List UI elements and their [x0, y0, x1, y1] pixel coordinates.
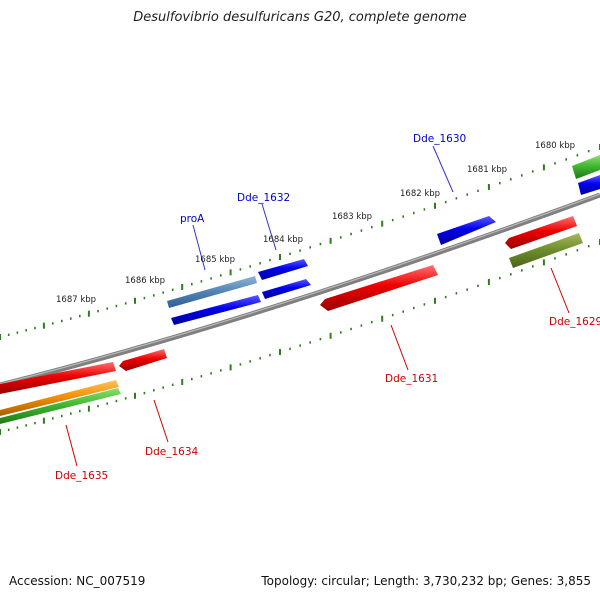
gene-feature-green-top-right[interactable]: [572, 155, 600, 179]
gene-label-dde-1635[interactable]: Dde_1635: [55, 470, 108, 482]
leader-line-dde-1631: [390, 324, 409, 371]
inner-scale-ticks: [0, 239, 600, 435]
gene-feature-dde-1629[interactable]: [509, 233, 583, 268]
gene-feature-dde-1630[interactable]: [437, 216, 496, 245]
gene-feature-green-left[interactable]: [0, 388, 121, 424]
outer-scale-ticks: [0, 144, 600, 340]
scale-label: 1685 kbp: [195, 255, 235, 265]
leader-line-proA: [192, 224, 206, 271]
scale-label: 1684 kbp: [263, 235, 303, 245]
scale-label: 1680 kbp: [535, 141, 575, 151]
scale-label: 1687 kbp: [56, 295, 96, 305]
leader-line-dde-1629: [550, 267, 570, 314]
gene-label-dde-1632[interactable]: Dde_1632: [237, 192, 290, 204]
genome-backbone-highlight: [0, 193, 600, 385]
leader-line-dde-1635: [65, 424, 78, 467]
scale-label: 1681 kbp: [467, 165, 507, 175]
gene-feature-blue-inner[interactable]: [171, 295, 261, 325]
map-title: Desulfovibrio desulfuricans G20, complet…: [133, 10, 467, 25]
gene-feature-blue-top-right[interactable]: [578, 175, 600, 195]
genome-backbone: [0, 192, 600, 388]
gene-label-dde-1631[interactable]: Dde_1631: [385, 373, 438, 385]
gene-feature-dde-1631[interactable]: [320, 265, 438, 311]
gene-label-dde-1634[interactable]: Dde_1634: [145, 446, 199, 458]
gene-label-proA[interactable]: proA: [180, 213, 205, 225]
genome-summary-text: Topology: circular; Length: 3,730,232 bp…: [261, 574, 591, 588]
scale-label: 1686 kbp: [125, 276, 165, 286]
leader-line-dde-1630: [432, 145, 454, 193]
leader-line-dde-1632: [261, 203, 277, 251]
leader-line-dde-1634: [153, 399, 169, 443]
gene-feature-proA[interactable]: [167, 276, 257, 308]
gene-feature-dde-1635[interactable]: [0, 362, 116, 394]
gene-feature-dde-1632[interactable]: [258, 259, 308, 280]
gene-feature-red-right[interactable]: [505, 216, 577, 249]
gene-feature-blue-small[interactable]: [262, 279, 311, 299]
gene-label-dde-1629[interactable]: Dde_1629: [549, 316, 600, 328]
accession-text: Accession: NC_007519: [9, 574, 146, 588]
gene-feature-orange-left[interactable]: [0, 380, 119, 416]
gene-label-dde-1630[interactable]: Dde_1630: [413, 133, 466, 145]
scale-label: 1682 kbp: [400, 189, 440, 199]
scale-label: 1683 kbp: [332, 212, 372, 222]
gene-feature-dde-1634[interactable]: [119, 349, 167, 371]
